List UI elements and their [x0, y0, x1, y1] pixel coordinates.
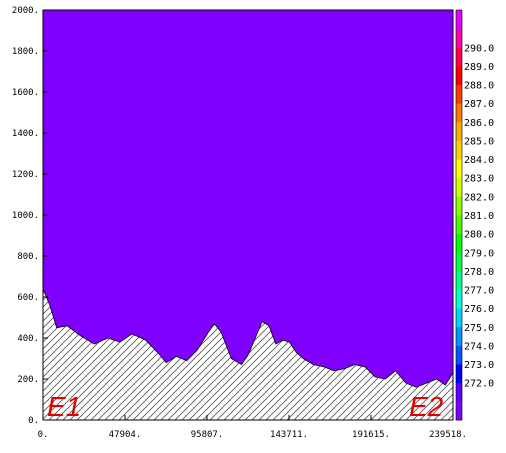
colorbar-swatch: [456, 270, 462, 290]
colorbar-label: 273.0: [464, 360, 494, 371]
y-tick-label: 1400.: [12, 129, 39, 139]
x-tick-label: 143711.: [270, 430, 308, 440]
colorbar-label: 281.0: [464, 211, 494, 222]
x-tick-label: 0.: [38, 430, 49, 440]
colorbar-label: 277.0: [464, 286, 494, 297]
y-tick-label: 200.: [17, 375, 39, 385]
colorbar-frame: [455, 9, 463, 421]
x-tick-label: 239518.: [429, 430, 467, 440]
colorbar-label: 278.0: [464, 267, 494, 278]
colorbar-swatch: [456, 326, 462, 346]
colorbar-swatch: [456, 177, 462, 197]
colorbar-label: 279.0: [464, 248, 494, 259]
colorbar-label: 285.0: [464, 137, 494, 148]
plot-area: [43, 10, 453, 420]
endpoint-label-e2: E2: [409, 391, 444, 422]
colorbar-swatch: [456, 103, 462, 123]
colorbar-swatch: [456, 28, 462, 48]
y-tick-label: 2000.: [12, 6, 39, 16]
colorbar-swatch: [456, 364, 462, 384]
colorbar-swatch: [456, 252, 462, 272]
endpoint-label-e1: E1: [47, 391, 81, 422]
colorbar-label: 286.0: [464, 118, 494, 129]
colorbar-swatch: [456, 10, 462, 30]
colorbar-swatch: [456, 47, 462, 67]
colorbar-swatch: [456, 289, 462, 309]
colorbar-label: 282.0: [464, 192, 494, 203]
colorbar-swatch: [456, 84, 462, 104]
colorbar: 272.0 273.0 274.0 275.0 276.0 277.0 278.0 279.0…: [455, 9, 494, 421]
y-tick-label: 1200.: [12, 170, 39, 180]
colorbar-swatch: [456, 140, 462, 160]
colorbar-label: 283.0: [464, 174, 494, 185]
x-tick-label: 47904.: [109, 430, 142, 440]
colorbar-swatch: [456, 345, 462, 365]
colorbar-label: 274.0: [464, 342, 494, 353]
colorbar-swatch: [456, 215, 462, 235]
temperature-band: [43, 10, 453, 420]
colorbar-swatch: [456, 65, 462, 85]
y-tick-label: 400.: [17, 334, 39, 344]
colorbar-label: 290.0: [464, 43, 494, 54]
x-tick-label: 191615.: [352, 430, 390, 440]
colorbar-label: 275.0: [464, 323, 494, 334]
colorbar-label: 288.0: [464, 81, 494, 92]
colorbar-swatch: [456, 159, 462, 179]
colorbar-swatch: [456, 196, 462, 216]
colorbar-label: 284.0: [464, 155, 494, 166]
y-tick-label: 600.: [17, 293, 39, 303]
y-tick-label: 800.: [17, 252, 39, 262]
x-axis: 0. 47904. 95807. 143711. 191615. 239518.: [38, 415, 467, 440]
colorbar-swatch: [456, 233, 462, 253]
y-tick-label: 1000.: [12, 211, 39, 221]
terrain-profile: [43, 288, 453, 420]
y-tick-label: 1800.: [12, 47, 39, 57]
colorbar-swatch: [456, 382, 462, 402]
colorbar-label: 287.0: [464, 99, 494, 110]
y-tick-label: 0.: [28, 416, 39, 426]
y-axis: 0. 200. 400. 600. 800. 1000. 1200. 1400. 1600. 18…: [12, 6, 48, 426]
colorbar-swatch: [456, 401, 462, 421]
colorbar-label: 280.0: [464, 230, 494, 241]
colorbar-label: 272.0: [464, 379, 494, 390]
colorbar-swatch: [456, 121, 462, 141]
colorbar-label: 289.0: [464, 62, 494, 73]
x-tick-label: 95807.: [191, 430, 224, 440]
y-tick-label: 1600.: [12, 88, 39, 98]
colorbar-label: 276.0: [464, 304, 494, 315]
colorbar-swatch: [456, 308, 462, 328]
